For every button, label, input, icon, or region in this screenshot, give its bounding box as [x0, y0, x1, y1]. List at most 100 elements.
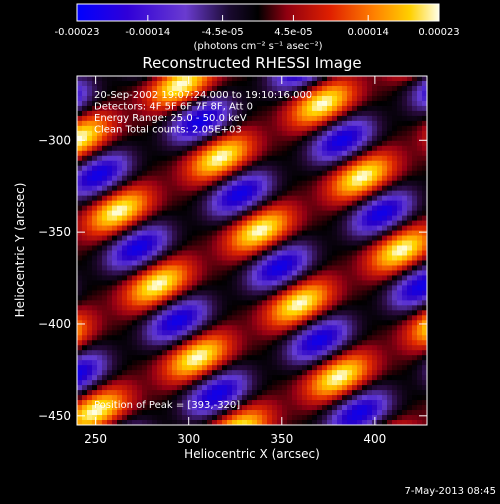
heatmap-cell	[77, 165, 83, 172]
heatmap-cell	[262, 350, 268, 356]
heatmap-cell	[352, 330, 358, 336]
heatmap-cell	[107, 295, 113, 301]
heatmap-cell	[382, 145, 388, 152]
info-annotation: 20-Sep-2002 19:07:24.000 to 19:10:16.000	[94, 90, 312, 101]
heatmap-cell	[307, 325, 313, 331]
heatmap-cell	[102, 155, 108, 162]
heatmap-cell	[362, 245, 368, 252]
heatmap-cell	[102, 195, 108, 202]
heatmap-cell	[82, 420, 88, 425]
heatmap-cell	[327, 280, 333, 286]
heatmap-cell	[307, 245, 313, 252]
heatmap-cell	[112, 195, 118, 202]
heatmap-cell	[197, 140, 203, 147]
heatmap-cell	[402, 130, 408, 137]
heatmap-cell	[222, 225, 228, 232]
heatmap-cell	[307, 140, 313, 147]
heatmap-cell	[87, 140, 93, 147]
heatmap-cell	[167, 190, 173, 197]
heatmap-cell	[317, 95, 323, 102]
heatmap-cell	[402, 210, 408, 217]
heatmap-cell	[117, 215, 123, 222]
heatmap-cell	[77, 325, 83, 331]
heatmap-cell	[262, 375, 268, 381]
heatmap-cell	[117, 165, 123, 172]
heatmap-cell	[337, 400, 343, 406]
heatmap-cell	[392, 145, 398, 152]
heatmap-cell	[332, 295, 338, 301]
heatmap-cell	[277, 190, 283, 197]
heatmap-cell	[157, 260, 163, 267]
heatmap-cell	[342, 100, 348, 107]
heatmap-cell	[157, 240, 163, 247]
heatmap-cell	[352, 130, 358, 137]
heatmap-cell	[117, 385, 123, 391]
heatmap-cell	[362, 300, 368, 306]
heatmap-cell	[367, 180, 373, 187]
heatmap-cell	[212, 415, 218, 421]
heatmap-cell	[312, 235, 318, 242]
heatmap-cell	[137, 155, 143, 162]
heatmap-cell	[232, 240, 238, 247]
heatmap-cell	[97, 190, 103, 197]
heatmap-cell	[392, 380, 398, 386]
heatmap-cell	[332, 410, 338, 416]
heatmap-cell	[417, 215, 423, 222]
heatmap-cell	[97, 410, 103, 416]
heatmap-cell	[147, 225, 153, 232]
heatmap-cell	[312, 90, 318, 97]
heatmap-cell	[342, 135, 348, 142]
heatmap-cell	[157, 200, 163, 207]
heatmap-cell	[207, 215, 213, 222]
heatmap-cell	[312, 260, 318, 267]
heatmap-cell	[222, 320, 228, 326]
heatmap-cell	[257, 105, 263, 112]
heatmap-cell	[352, 365, 358, 371]
heatmap-cell	[217, 360, 223, 366]
heatmap-cell	[102, 175, 108, 182]
heatmap-cell	[322, 325, 328, 331]
heatmap-cell	[307, 150, 313, 157]
heatmap-cell	[177, 76, 183, 82]
heatmap-cell	[352, 335, 358, 341]
heatmap-cell	[127, 270, 133, 277]
heatmap-cell	[362, 405, 368, 411]
heatmap-cell	[367, 325, 373, 331]
heatmap-cell	[352, 180, 358, 187]
heatmap-cell	[402, 375, 408, 381]
heatmap-cell	[312, 110, 318, 117]
heatmap-cell	[397, 85, 403, 92]
heatmap-cell	[382, 370, 388, 376]
heatmap-cell	[422, 345, 427, 351]
heatmap-cell	[392, 260, 398, 267]
heatmap-cell	[302, 330, 308, 336]
heatmap-cell	[382, 245, 388, 252]
heatmap-cell	[137, 185, 143, 192]
heatmap-cell	[157, 285, 163, 291]
heatmap-cell	[282, 305, 288, 311]
heatmap-cell	[352, 355, 358, 361]
heatmap-cell	[352, 305, 358, 311]
heatmap-cell	[227, 290, 233, 296]
heatmap-cell	[232, 140, 238, 147]
heatmap-cell	[252, 76, 258, 82]
heatmap-cell	[367, 215, 373, 222]
heatmap-cell	[217, 375, 223, 381]
heatmap-cell	[417, 270, 423, 277]
heatmap-cell	[347, 215, 353, 222]
heatmap-cell	[237, 130, 243, 137]
heatmap-cell	[92, 200, 98, 207]
heatmap-cell	[297, 295, 303, 301]
heatmap-cell	[87, 285, 93, 291]
heatmap-cell	[167, 90, 173, 97]
heatmap-cell	[392, 100, 398, 107]
heatmap-cell	[382, 305, 388, 311]
heatmap-cell	[327, 300, 333, 306]
heatmap-cell	[307, 145, 313, 152]
heatmap-cell	[362, 290, 368, 296]
heatmap-cell	[252, 135, 258, 142]
heatmap-cell	[97, 240, 103, 247]
heatmap-cell	[137, 160, 143, 167]
heatmap-cell	[317, 175, 323, 182]
heatmap-cell	[362, 415, 368, 421]
